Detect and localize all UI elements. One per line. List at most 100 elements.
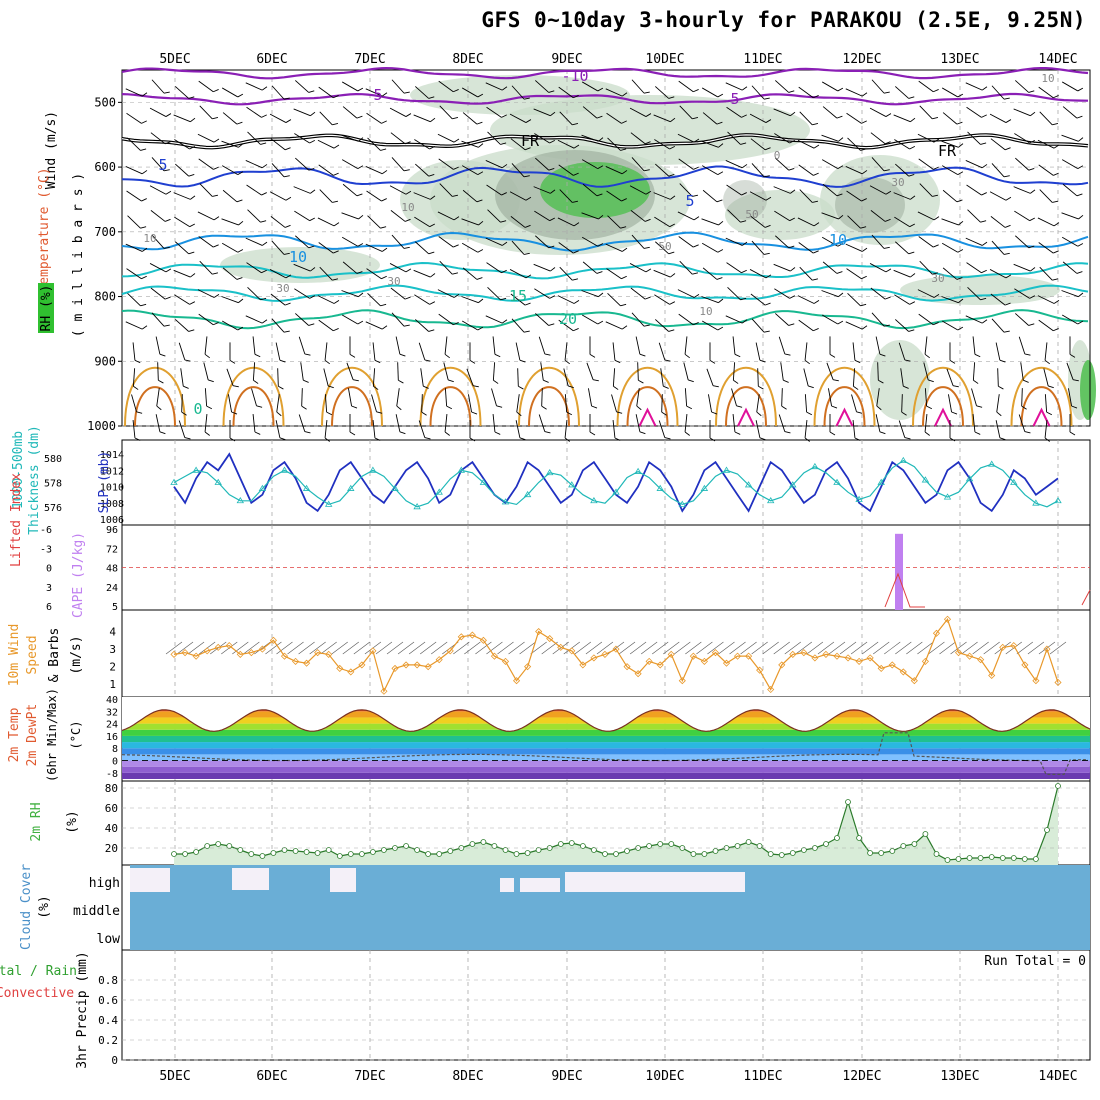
wind-barb <box>511 240 530 255</box>
wind-barb <box>174 216 196 228</box>
wind-barb <box>1062 261 1083 274</box>
axis-label-cape: CAPE (J/kg) <box>71 532 86 618</box>
axis-label-temp2m-unit: (°C) <box>69 721 83 750</box>
wind-barb-flag <box>1053 144 1060 149</box>
wind-barb <box>487 286 507 301</box>
wind-barb-staff <box>775 313 789 326</box>
wind-barb-staff <box>151 79 165 94</box>
wind10-point <box>225 642 233 650</box>
wind-barb <box>755 342 766 363</box>
wind-barb-flag <box>253 379 259 384</box>
wind-barb <box>319 111 339 126</box>
freezing-level-line-inner <box>121 134 1089 149</box>
wind10-barb <box>541 641 558 655</box>
wind-barb <box>125 321 148 330</box>
wind-barb-staff <box>181 394 183 413</box>
wind-barb-flag <box>181 411 187 416</box>
wind-barb <box>324 394 333 416</box>
wind-barb-flag <box>716 121 723 125</box>
wind-barb <box>901 394 907 416</box>
wind10-point <box>789 650 797 658</box>
wind-barb-staff <box>246 262 262 274</box>
cape-tick-label: 72 <box>106 544 118 555</box>
wind-barb-flag <box>523 175 530 178</box>
wind-barb-flag <box>309 139 316 144</box>
wind10-barb <box>640 641 658 655</box>
wind-barb <box>349 336 356 358</box>
wind-barb-flag <box>189 301 196 305</box>
wind-barb-staff <box>295 80 309 93</box>
wind-barb-flag <box>430 195 436 200</box>
wind10-barb <box>928 641 945 655</box>
wind-barb-staff <box>750 216 766 228</box>
wind-barb-staff <box>277 368 279 387</box>
wind-barb-staff <box>653 269 671 278</box>
wind-barb-staff <box>967 209 981 223</box>
wind-barb-staff <box>679 183 693 197</box>
cloud-level-label: low <box>97 932 121 947</box>
wind-barb-staff <box>151 157 165 172</box>
wind-barb-staff <box>511 85 525 100</box>
wind-barb-staff <box>637 362 639 381</box>
wind-barb-flag <box>229 359 236 364</box>
wind10-point <box>590 654 598 662</box>
wind10-point <box>413 661 421 669</box>
wind-barb-staff <box>869 107 887 117</box>
cloud-cover-gap <box>330 868 356 892</box>
wind-barb-staff <box>631 79 645 94</box>
wind10-point <box>623 663 631 671</box>
wind-barb <box>132 342 141 364</box>
wind-barb-staff <box>175 86 189 99</box>
wind-barb-staff <box>540 362 544 381</box>
wind-barb-staff <box>1015 80 1029 93</box>
thickness-point <box>722 466 731 473</box>
wind10-barb <box>187 641 205 655</box>
wind-barb <box>1044 342 1050 365</box>
axis-label-temperature: Temperature (°C) <box>37 167 52 292</box>
rh2m-point <box>657 841 664 847</box>
wind-barb-flag <box>549 139 556 144</box>
wind-barb-flag <box>493 379 499 384</box>
wind-barb-staff <box>606 112 622 124</box>
wind-barb-flag <box>717 171 724 176</box>
wind-barb-staff <box>395 336 401 355</box>
temp-color-band <box>122 748 1090 755</box>
wind-barb-staff <box>418 342 426 361</box>
wind-barb <box>871 234 890 249</box>
wind-barb <box>391 157 410 172</box>
wind-barb-staff <box>774 288 790 299</box>
wind-barb-flag <box>373 385 379 390</box>
wind-barb <box>371 394 383 414</box>
wind-barb-staff <box>221 165 239 176</box>
wind-barb-flag <box>1052 123 1059 126</box>
wind-barb-flag <box>788 245 795 249</box>
rh2m-point <box>977 855 984 861</box>
wind-barb-staff <box>898 342 906 361</box>
wind-barb-staff <box>461 218 479 226</box>
wind-barb-staff <box>966 184 982 196</box>
wind-barb <box>418 420 431 440</box>
wind-barb <box>221 320 244 331</box>
wind-barb <box>1061 134 1084 142</box>
wind-barb <box>318 164 339 176</box>
run-total-label: Run Total = 0 <box>984 954 1086 969</box>
wind-barb-staff <box>461 242 479 253</box>
wind-barb-staff <box>485 237 503 246</box>
wind-barb-flag <box>909 301 916 305</box>
wind-barb-staff <box>995 342 1001 361</box>
wind-barb-flag <box>838 214 844 220</box>
wind-barb-flag <box>883 246 890 249</box>
wind-barb-flag <box>453 293 460 298</box>
wind-barb <box>989 113 1012 123</box>
wind-barb <box>366 268 387 280</box>
wind-barb <box>924 336 930 359</box>
wind-barb <box>990 216 1011 228</box>
wind-barb <box>533 263 556 272</box>
wind-barb-staff <box>612 420 616 439</box>
pressure-tick-label: 500 <box>94 95 116 109</box>
wind-barb <box>847 215 867 229</box>
wind-barb-staff <box>870 287 886 300</box>
wind-barb-flag <box>645 268 652 273</box>
wind-barb-flag <box>957 249 964 253</box>
wind-barb-flag <box>981 86 988 91</box>
